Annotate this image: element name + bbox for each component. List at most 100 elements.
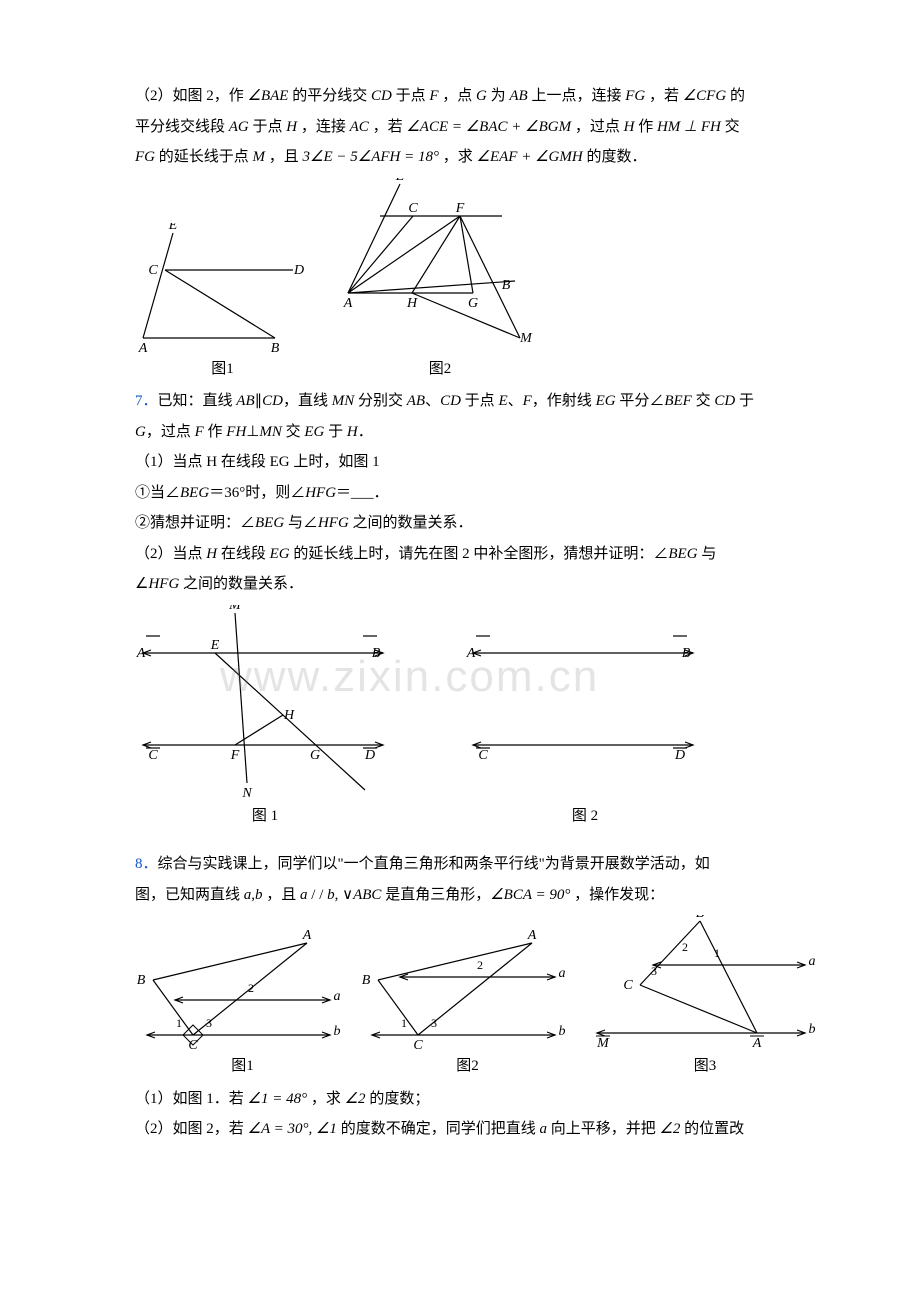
t: F	[195, 424, 204, 440]
t: ∠2	[345, 1091, 366, 1107]
t: ，求	[307, 1091, 345, 1107]
t: 时，则∠	[245, 485, 305, 501]
t: EG	[596, 393, 616, 409]
q8-fig3-col: BCAMab123 图3	[585, 915, 825, 1081]
t: ，过点	[571, 119, 624, 135]
t: a	[300, 887, 308, 903]
t: ，点	[439, 88, 477, 104]
t: ．	[358, 424, 373, 440]
svg-text:b: b	[334, 1024, 341, 1039]
svg-text:A: A	[466, 646, 476, 661]
svg-text:G: G	[468, 296, 478, 311]
t: AB	[509, 88, 527, 104]
t: ABC	[353, 887, 381, 903]
t: FG	[625, 88, 645, 104]
svg-text:1: 1	[401, 1016, 407, 1030]
t: 、	[508, 393, 523, 409]
q6-fig2-col: ECFAHGBM 图2	[340, 178, 540, 384]
q7-p1a: ①当∠BEG＝36°时，则∠HFG＝___．	[135, 479, 790, 508]
t: CD	[714, 393, 735, 409]
svg-text:B: B	[696, 915, 705, 921]
t: ，若	[645, 88, 683, 104]
svg-text:A: A	[527, 928, 537, 943]
svg-text:B: B	[271, 341, 280, 353]
svg-text:D: D	[364, 748, 375, 763]
svg-text:a: a	[559, 966, 566, 981]
t: a	[539, 1121, 547, 1137]
t: EG	[270, 546, 290, 562]
svg-text:C: C	[623, 978, 633, 993]
svg-text:C: C	[413, 1038, 423, 1050]
t: （2）如图 2，作	[135, 88, 248, 104]
svg-text:H: H	[283, 708, 295, 723]
q8-line1: 8．综合与实践课上，同学们以"一个直角三角形和两条平行线"为背景开展数学活动，如	[135, 850, 790, 879]
svg-text:F: F	[230, 748, 240, 763]
svg-text:F: F	[455, 201, 465, 216]
t: / /	[308, 887, 328, 903]
q8-fig1-label: 图1	[231, 1052, 254, 1081]
q8-fig1-col: ABCab213 图1	[135, 925, 350, 1081]
t: 、	[425, 393, 440, 409]
q8-fig3-label: 图3	[694, 1052, 717, 1081]
t: 的位置改	[680, 1121, 744, 1137]
t: HFG	[305, 485, 336, 501]
svg-text:b: b	[809, 1022, 816, 1037]
q7-num: 7．	[135, 393, 158, 409]
t: 平分线交线段	[135, 119, 229, 135]
t: M	[253, 149, 266, 165]
t: HFG	[148, 576, 179, 592]
svg-text:3: 3	[431, 1016, 437, 1030]
svg-text:H: H	[406, 296, 418, 311]
t: F	[523, 393, 532, 409]
svg-text:A: A	[302, 928, 312, 943]
q6-p2-line3: FG 的延长线于点 M ，且 3∠E − 5∠AFH = 18° ，求 ∠EAF…	[135, 143, 790, 172]
t: ，直线	[283, 393, 332, 409]
t: ,	[335, 887, 343, 903]
t: ∠BAE	[248, 88, 289, 104]
svg-text:B: B	[682, 646, 691, 661]
t: 的平分线交	[288, 88, 371, 104]
t: 向上平移，并把	[547, 1121, 660, 1137]
svg-text:2: 2	[477, 958, 483, 972]
q8-p2: （2）如图 2，若 ∠A = 30°, ∠1 的度数不确定，同学们把直线 a 向…	[135, 1115, 790, 1144]
svg-text:2: 2	[248, 981, 254, 995]
t: 的度数；	[366, 1091, 430, 1107]
t: 图，已知两直线	[135, 887, 244, 903]
t: ∠	[135, 576, 148, 592]
t: 之间的数量关系．	[179, 576, 303, 592]
svg-text:G: G	[310, 748, 320, 763]
q7-fig1-svg: MAEBCFGDNH	[135, 605, 395, 800]
t: 与∠	[284, 515, 318, 531]
t: （2）如图 2，若	[135, 1121, 248, 1137]
q8-fig2-label: 图2	[456, 1052, 479, 1081]
svg-text:B: B	[362, 973, 371, 988]
svg-text:N: N	[241, 786, 252, 800]
t: 分别交	[354, 393, 407, 409]
t: 于点	[249, 119, 287, 135]
svg-text:C: C	[148, 748, 158, 763]
t: （2）当点	[135, 546, 206, 562]
svg-text:M: M	[519, 331, 533, 346]
q7-fig2-label: 图 2	[572, 802, 598, 831]
q7-p2-l2: ∠HFG 之间的数量关系．	[135, 570, 790, 599]
t: H	[347, 424, 358, 440]
t: 的延长线于点	[155, 149, 253, 165]
t: ，且	[265, 149, 303, 165]
t: AB	[407, 393, 425, 409]
q7-p1: （1）当点 H 在线段 EG 上时，如图 1	[135, 448, 790, 477]
t: G	[135, 424, 146, 440]
svg-text:1: 1	[714, 946, 720, 960]
t: BEG	[668, 546, 697, 562]
t: 平分∠	[616, 393, 665, 409]
t: ∠ACE = ∠BAC + ∠BGM	[406, 119, 571, 135]
t: （1）如图 1．若	[135, 1091, 248, 1107]
t: MN	[259, 424, 282, 440]
t: ⊥	[246, 424, 259, 440]
t: 于	[324, 424, 347, 440]
t: 交	[721, 119, 740, 135]
q8-fig2-svg: ABCab213	[360, 925, 575, 1050]
t: BEG	[180, 485, 209, 501]
svg-text:C: C	[408, 201, 418, 216]
q7-fig2-col: ABCD 图 2	[465, 605, 705, 831]
t: H	[206, 546, 217, 562]
